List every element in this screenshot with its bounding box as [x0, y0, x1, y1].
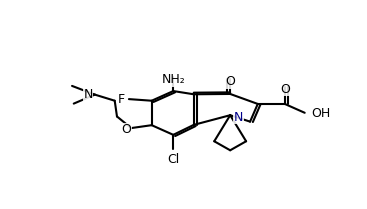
Text: N: N	[83, 88, 93, 101]
Text: O: O	[225, 75, 235, 88]
Text: O: O	[122, 123, 132, 136]
Text: N: N	[234, 111, 243, 124]
Text: Cl: Cl	[167, 153, 179, 166]
Text: OH: OH	[311, 107, 330, 120]
Text: O: O	[280, 83, 290, 96]
Text: NH₂: NH₂	[161, 73, 185, 86]
Text: F: F	[117, 93, 124, 106]
